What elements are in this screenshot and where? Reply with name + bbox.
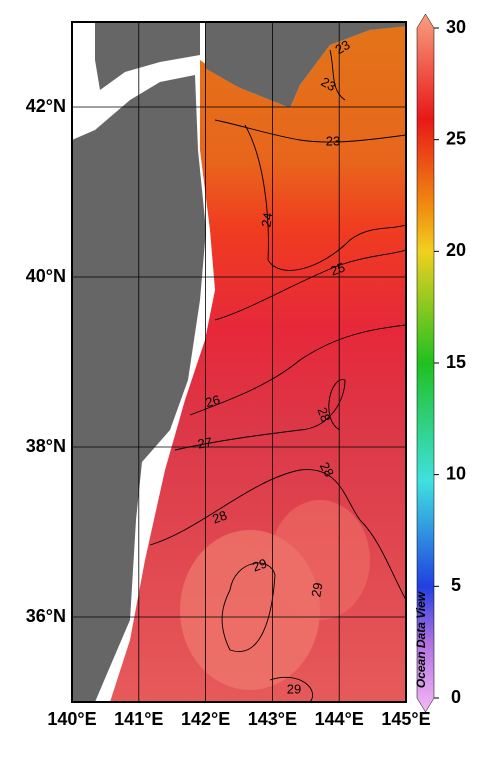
contour-label: 29	[287, 681, 301, 696]
contour	[221, 562, 276, 652]
x-tick-label: 142°E	[181, 709, 230, 729]
warm-patch	[270, 500, 370, 620]
contour-label: 29	[308, 581, 325, 598]
y-tick-label: 42°N	[26, 96, 66, 116]
contour	[214, 249, 406, 321]
watermark: Ocean Data View	[414, 591, 428, 688]
land-hokkaido-west	[95, 22, 200, 90]
contour-label: 23	[326, 133, 340, 148]
colorbar-tick-label: 15	[446, 352, 466, 372]
map-area: 23 23 23 24 25 26 27 28 28 28 29 29 29	[72, 22, 406, 702]
contour-labels: 23 23 23 24 25 26 27 28 28 28 29 29 29	[196, 37, 352, 696]
colorbar-tick-label: 25	[446, 128, 466, 148]
map-frame	[71, 21, 407, 703]
contour	[149, 469, 406, 601]
land-hokkaido-east	[205, 22, 406, 108]
x-tick-label: 141°E	[114, 709, 163, 729]
graticule	[72, 22, 406, 702]
contour-label: 27	[196, 434, 213, 451]
contour-label: 28	[317, 459, 337, 479]
y-tick-label: 40°N	[26, 266, 66, 286]
contour	[329, 49, 346, 101]
contour-label: 25	[328, 259, 347, 278]
contour	[174, 379, 346, 451]
x-tick-label: 145°E	[381, 709, 430, 729]
contour-label: 23	[332, 37, 352, 57]
contour-label: 24	[258, 211, 275, 228]
x-tick-label: 143°E	[248, 709, 297, 729]
contour	[189, 324, 406, 416]
x-tick-label: 144°E	[315, 709, 364, 729]
colorbar-tick-label: 10	[446, 463, 466, 483]
colorbar-tick-label: 20	[446, 240, 466, 260]
contour-label: 29	[250, 555, 269, 574]
colorbar-tick-label: 30	[446, 17, 466, 37]
contour	[214, 119, 406, 143]
y-tick-label: 36°N	[26, 606, 66, 626]
contour	[244, 124, 406, 271]
colorbar-tick-label: 5	[451, 575, 461, 595]
colorbar-tick-label: 0	[451, 687, 461, 707]
y-tick-label: 38°N	[26, 436, 66, 456]
contour-label: 23	[319, 74, 339, 94]
x-tick-label: 140°E	[47, 709, 96, 729]
contour-label: 26	[204, 392, 222, 410]
contour-label: 28	[314, 405, 333, 424]
contour	[269, 676, 313, 702]
contour-label: 28	[210, 507, 229, 526]
